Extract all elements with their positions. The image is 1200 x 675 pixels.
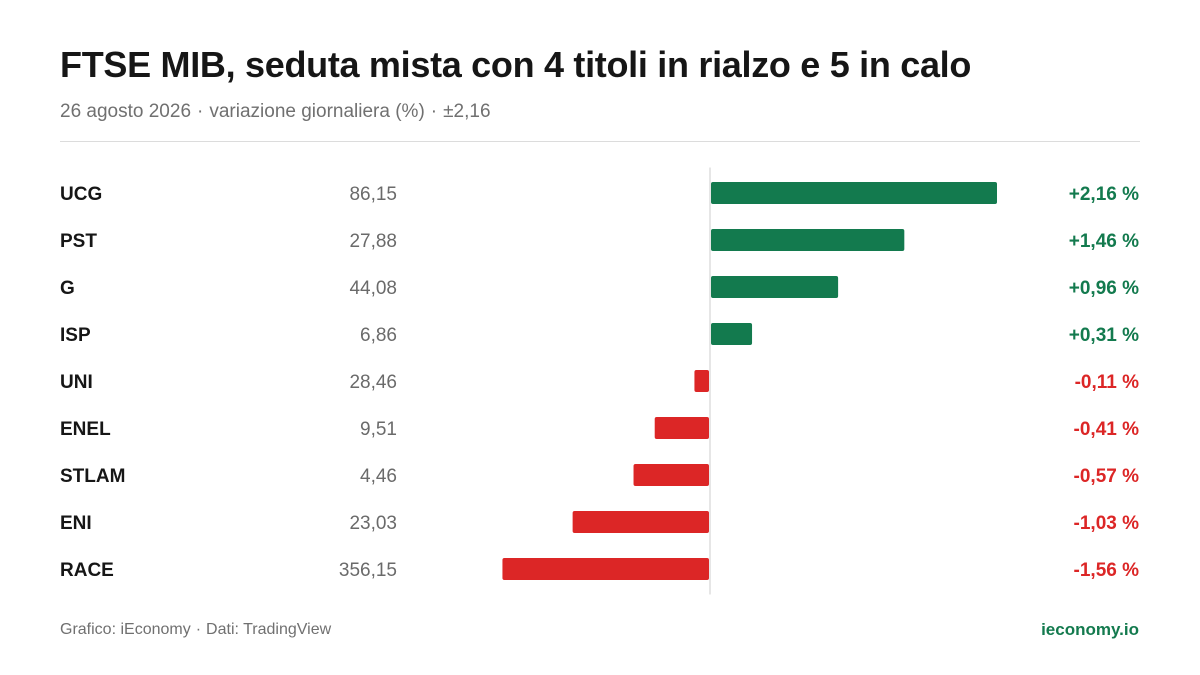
value-label: +2,16 % <box>1069 184 1139 205</box>
bar <box>694 370 709 392</box>
ticker-label: PST <box>60 231 97 252</box>
value-label: -0,41 % <box>1074 419 1140 440</box>
bar <box>502 558 709 580</box>
price-label: 6,86 <box>360 325 397 346</box>
credit-separator: · <box>195 621 202 638</box>
price-label: 86,15 <box>349 184 397 205</box>
credit-chart: Grafico: iEconomy <box>60 621 191 638</box>
subtitle-range: ±2,16 <box>443 101 491 122</box>
price-label: 4,46 <box>360 466 397 487</box>
price-label: 44,08 <box>349 278 397 299</box>
ticker-label: UCG <box>60 184 102 205</box>
subtitle-separator: · <box>197 101 204 122</box>
price-label: 356,15 <box>339 560 397 581</box>
ticker-label: ENEL <box>60 419 111 440</box>
value-label: +0,31 % <box>1069 325 1139 346</box>
header-divider <box>60 141 1140 142</box>
ticker-label: UNI <box>60 372 93 393</box>
bar <box>633 464 709 486</box>
credit-data: Dati: TradingView <box>206 621 332 638</box>
price-label: 23,03 <box>349 513 397 534</box>
price-label: 27,88 <box>349 231 397 252</box>
value-label: +0,96 % <box>1069 278 1139 299</box>
ticker-label: ISP <box>60 325 91 346</box>
ticker-label: RACE <box>60 560 114 581</box>
bar <box>654 417 709 439</box>
subtitle-separator: · <box>430 101 438 122</box>
ticker-label: STLAM <box>60 466 125 487</box>
bar <box>711 182 997 204</box>
bar <box>572 511 709 533</box>
footer-credits: Grafico: iEconomy · Dati: TradingView <box>60 621 331 639</box>
value-label: -0,57 % <box>1074 466 1140 487</box>
bar <box>711 229 905 251</box>
bar <box>711 323 753 345</box>
bar <box>711 276 839 298</box>
ticker-label: ENI <box>60 513 92 534</box>
subtitle-metric: variazione giornaliera (%) <box>209 101 425 122</box>
price-label: 9,51 <box>360 419 397 440</box>
subtitle-date: 26 agosto 2026 <box>60 101 192 122</box>
ticker-label: G <box>60 278 75 299</box>
value-label: -1,03 % <box>1074 513 1140 534</box>
value-label: +1,46 % <box>1069 231 1139 252</box>
brand-link[interactable]: ieconomy.io <box>1041 620 1139 639</box>
chart-subtitle: 26 agosto 2026 · variazione giornaliera (%… <box>60 101 491 123</box>
chart-title: FTSE MIB, seduta mista con 4 titoli in r… <box>60 44 972 85</box>
price-label: 28,46 <box>349 372 397 393</box>
value-label: -1,56 % <box>1074 560 1140 581</box>
value-label: -0,11 % <box>1075 372 1140 393</box>
